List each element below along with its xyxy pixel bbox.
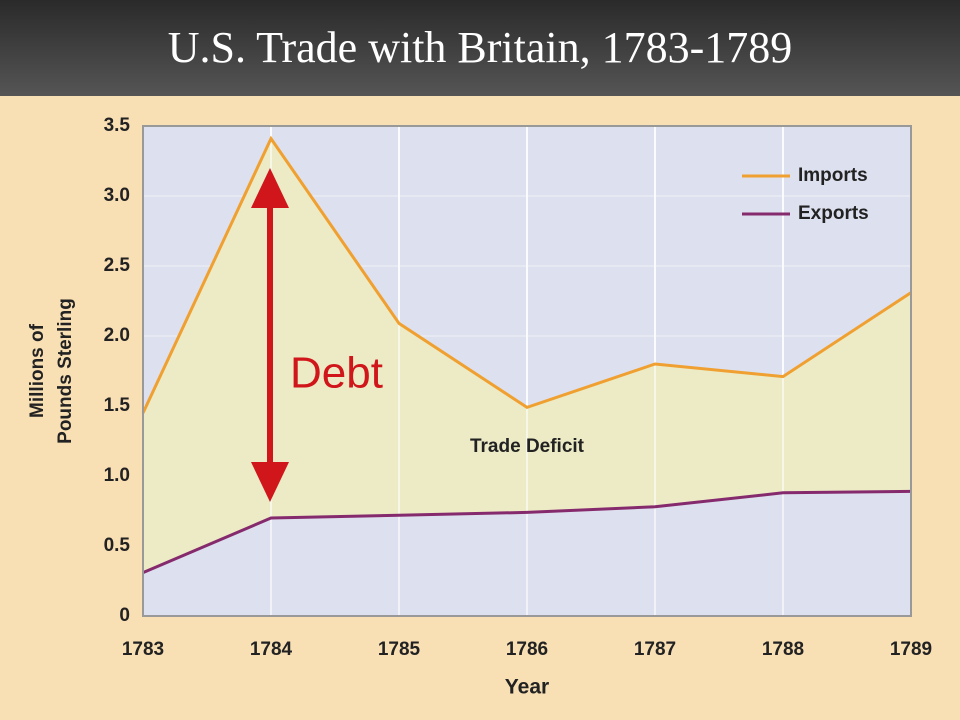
x-tick-label: 1788 <box>762 639 804 660</box>
plot-border <box>142 125 912 617</box>
y-axis-label: Millions of <box>27 323 48 418</box>
y-axis-label: Pounds Sterling <box>55 298 76 444</box>
y-tick-label: 2.5 <box>104 255 131 276</box>
annotation: Debt <box>290 349 383 398</box>
title-bar <box>0 0 960 96</box>
x-tick-label: 1784 <box>250 639 293 660</box>
y-tick-label: 1.0 <box>104 465 130 486</box>
x-tick-label: 1785 <box>378 639 421 660</box>
y-tick-label: 1.5 <box>104 395 131 416</box>
legend-label: Imports <box>798 165 868 186</box>
arrow-head <box>251 462 289 502</box>
annotation: Trade Deficit <box>470 436 585 457</box>
x-tick-label: 1783 <box>122 639 164 660</box>
y-tick-label: 0 <box>119 605 130 626</box>
y-tick-label: 3.0 <box>104 185 130 206</box>
arrow-head <box>251 168 289 208</box>
line <box>141 135 912 414</box>
x-tick-label: 1787 <box>634 639 676 660</box>
y-tick-label: 2.0 <box>104 325 130 346</box>
chart-title: U.S. Trade with Britain, 1783-1789 <box>168 23 793 72</box>
area <box>143 138 911 616</box>
x-tick-label: 1786 <box>506 639 548 660</box>
x-tick-label: 1789 <box>890 639 932 660</box>
line <box>142 489 912 574</box>
legend-label: Exports <box>798 203 869 224</box>
y-tick-label: 3.5 <box>104 115 131 136</box>
x-axis-label: Year <box>505 676 549 699</box>
y-tick-label: 0.5 <box>104 535 131 556</box>
